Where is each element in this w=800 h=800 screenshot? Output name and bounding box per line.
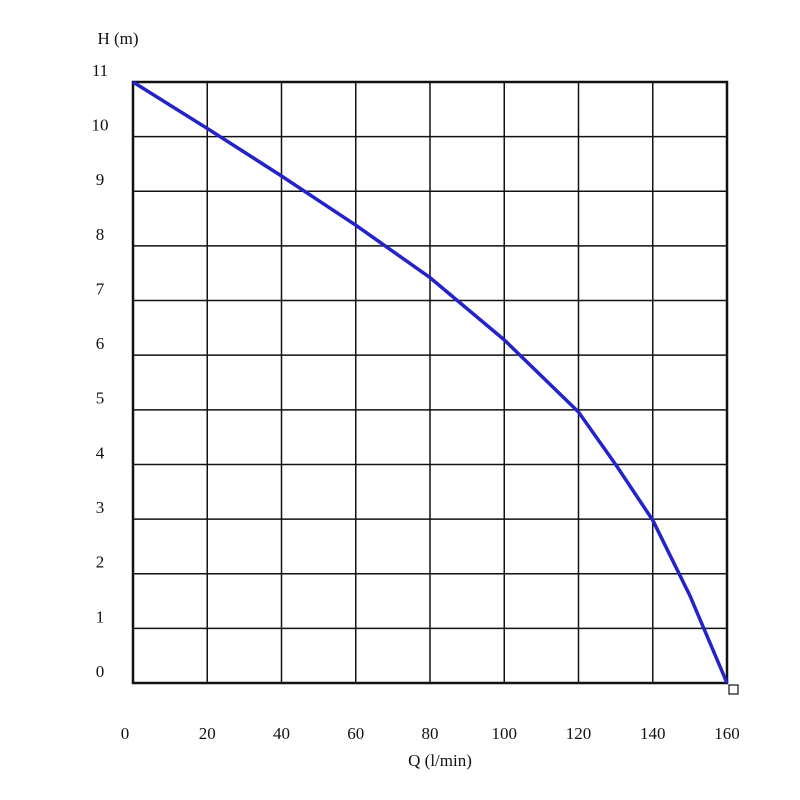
y-tick-label: 10 [92, 116, 109, 135]
x-tick-label: 0 [121, 724, 130, 743]
y-tick-label: 2 [96, 553, 105, 572]
y-axis-label: H (m) [97, 29, 138, 48]
curve [132, 80, 729, 684]
y-tick-label: 5 [96, 389, 105, 408]
y-tick-label: 8 [96, 225, 105, 244]
x-tick-label: 80 [422, 724, 439, 743]
y-tick-label: 6 [96, 334, 105, 353]
x-axis-label: Q (l/min) [408, 751, 472, 770]
x-tick-label: 120 [566, 724, 592, 743]
y-tick-label: 11 [92, 61, 108, 80]
x-tick-label: 20 [199, 724, 216, 743]
x-tick-label: 40 [273, 724, 290, 743]
x-tick-label: 100 [492, 724, 518, 743]
y-tick-label: 3 [96, 498, 105, 517]
y-tick-label: 4 [96, 443, 105, 462]
x-tick-label: 160 [714, 724, 740, 743]
y-tick-label: 0 [96, 662, 105, 681]
x-tick-label: 140 [640, 724, 666, 743]
y-tick-label: 7 [96, 279, 105, 298]
end-marker [728, 684, 739, 695]
y-tick-label: 9 [96, 170, 105, 189]
y-tick-label: 1 [96, 607, 105, 626]
plot-border [131, 80, 729, 685]
x-tick-label: 60 [347, 724, 364, 743]
